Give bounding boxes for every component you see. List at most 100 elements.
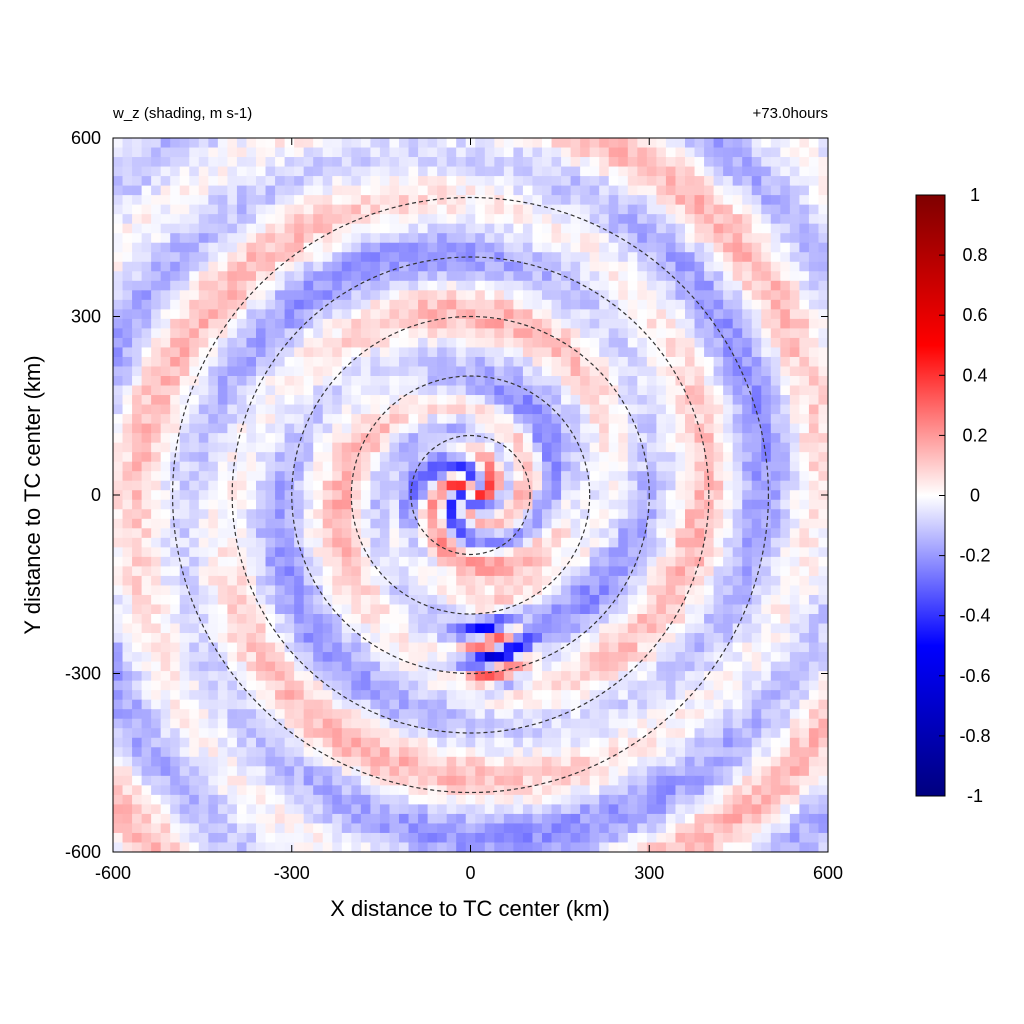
heatmap-cell xyxy=(427,594,438,606)
heatmap-cell xyxy=(465,433,476,444)
heatmap-cell xyxy=(580,642,591,653)
heatmap-cell xyxy=(322,414,333,425)
heatmap-cell xyxy=(780,385,791,396)
heatmap-cell xyxy=(656,356,667,368)
heatmap-cell xyxy=(627,556,638,567)
heatmap-cell xyxy=(770,318,781,329)
heatmap-cell xyxy=(494,252,505,263)
heatmap-cell xyxy=(484,442,495,453)
heatmap-cell xyxy=(561,614,572,625)
heatmap-cell xyxy=(503,604,514,615)
heatmap-cell xyxy=(608,442,619,453)
heatmap-cell xyxy=(542,442,553,453)
heatmap-cell xyxy=(799,594,810,606)
heatmap-cell xyxy=(618,756,629,767)
heatmap-cell xyxy=(341,185,352,196)
heatmap-cell xyxy=(132,299,143,310)
heatmap-cell xyxy=(542,233,553,244)
heatmap-cell xyxy=(713,461,724,472)
heatmap-cell xyxy=(532,699,543,710)
heatmap-cell xyxy=(256,290,267,301)
heatmap-cell xyxy=(246,299,257,310)
heatmap-cell xyxy=(122,661,133,672)
heatmap-cell xyxy=(379,309,391,320)
heatmap-cell xyxy=(503,566,514,577)
heatmap-cell xyxy=(665,299,677,310)
heatmap-cell xyxy=(132,614,143,625)
heatmap-cell xyxy=(561,661,572,672)
heatmap-cell xyxy=(332,376,343,387)
heatmap-cell xyxy=(113,747,124,758)
heatmap-cell xyxy=(723,661,734,672)
heatmap-cell xyxy=(418,537,429,548)
heatmap-cell xyxy=(284,318,295,329)
heatmap-cell xyxy=(113,166,124,177)
heatmap-cell xyxy=(818,518,828,529)
heatmap-cell xyxy=(818,328,828,339)
heatmap-cell xyxy=(313,433,324,444)
heatmap-cell xyxy=(141,328,152,339)
heatmap-cell xyxy=(704,223,715,234)
heatmap-cell xyxy=(799,452,810,463)
heatmap-cell xyxy=(789,395,800,406)
heatmap-cell xyxy=(770,756,781,767)
heatmap-cell xyxy=(170,223,181,234)
heatmap-cell xyxy=(713,395,724,406)
heatmap-cell xyxy=(360,556,371,567)
heatmap-cell xyxy=(351,690,362,701)
heatmap-cell xyxy=(160,290,171,301)
heatmap-cell xyxy=(294,642,305,653)
heatmap-cell xyxy=(608,509,619,520)
heatmap-cell xyxy=(256,575,267,587)
heatmap-cell xyxy=(313,318,324,329)
heatmap-cell xyxy=(294,537,305,548)
heatmap-cell xyxy=(236,223,248,234)
heatmap-cell xyxy=(294,157,305,168)
heatmap-cell xyxy=(294,195,305,206)
heatmap-cell xyxy=(551,195,562,206)
heatmap-cell xyxy=(275,423,286,434)
heatmap-cell xyxy=(456,147,467,158)
heatmap-cell xyxy=(389,766,400,777)
heatmap-cell xyxy=(313,261,324,272)
heatmap-cell xyxy=(456,537,467,548)
heatmap-cell xyxy=(284,404,295,415)
heatmap-cell xyxy=(275,566,286,577)
heatmap-cell xyxy=(494,204,505,215)
heatmap-cell xyxy=(713,423,724,434)
heatmap-cell xyxy=(294,699,305,710)
heatmap-cell xyxy=(713,299,724,310)
heatmap-cell xyxy=(561,490,572,501)
heatmap-cell xyxy=(360,623,371,634)
heatmap-cell xyxy=(685,385,696,396)
heatmap-cell xyxy=(418,356,429,368)
heatmap-cell xyxy=(713,614,724,625)
heatmap-cell xyxy=(322,490,333,501)
heatmap-cell xyxy=(542,214,553,225)
heatmap-cell xyxy=(646,157,657,168)
heatmap-cell xyxy=(580,242,591,253)
heatmap-cell xyxy=(494,556,505,567)
heatmap-cell xyxy=(427,614,438,625)
heatmap-cell xyxy=(389,709,400,720)
heatmap-cell xyxy=(561,395,572,406)
heatmap-cell xyxy=(580,261,591,272)
heatmap-cell xyxy=(646,280,657,291)
heatmap-cell xyxy=(818,280,828,291)
heatmap-cell xyxy=(770,280,781,291)
heatmap-cell xyxy=(589,728,600,739)
heatmap-cell xyxy=(789,414,800,425)
heatmap-cell xyxy=(599,299,610,310)
heatmap-cell xyxy=(122,261,133,272)
heatmap-cell xyxy=(770,718,781,729)
heatmap-cell xyxy=(799,642,810,653)
heatmap-cell xyxy=(256,709,267,720)
heatmap-cell xyxy=(761,661,772,672)
heatmap-cell xyxy=(789,623,800,634)
heatmap-cell xyxy=(551,337,562,349)
heatmap-cell xyxy=(665,347,677,358)
heatmap-cell xyxy=(151,176,162,187)
heatmap-cell xyxy=(732,528,743,539)
heatmap-cell xyxy=(723,633,734,644)
heatmap-cell xyxy=(256,718,267,729)
